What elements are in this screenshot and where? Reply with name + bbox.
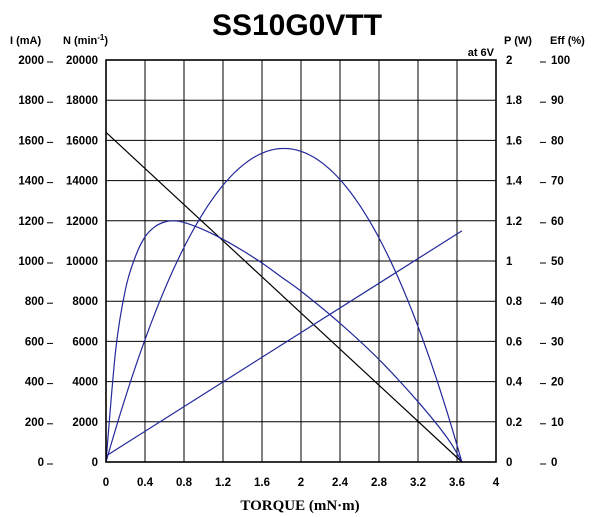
x-tick-label: 1.6 xyxy=(254,477,270,489)
x-tick-label: 0.8 xyxy=(176,477,193,489)
current-tick-label: 2000 xyxy=(18,55,44,67)
speed-tick-label: 14000 xyxy=(66,176,98,188)
current-tick-label: 200 xyxy=(25,417,44,429)
efficiency-tick-label: 20 xyxy=(551,377,564,389)
power-tick-label: 1 xyxy=(506,256,513,268)
efficiency-tick-label: 70 xyxy=(551,176,564,188)
efficiency-tick-label: 90 xyxy=(551,95,564,107)
speed-tick-label: 4000 xyxy=(72,377,98,389)
efficiency-axis-label-text: Eff (%) xyxy=(550,35,585,47)
plot-frame xyxy=(105,59,497,463)
tick-labels: 0 0.4 0.8 1.2 1.6 2 2.4 2.8 3.2 3.6 40200400600800… xyxy=(18,55,570,489)
current-tick-label: 600 xyxy=(25,336,44,348)
current-tick-label: 1800 xyxy=(18,95,44,107)
power-tick-label: 0 xyxy=(506,457,512,469)
x-axis-label: TORQUE (mN·m) xyxy=(240,498,359,514)
x-tick-label: 2.4 xyxy=(332,477,349,489)
speed-tick-label: 20000 xyxy=(66,55,98,67)
current-tick-label: 400 xyxy=(25,377,44,389)
speed-tick-label: 16000 xyxy=(66,135,98,147)
x-tick-label: 2 xyxy=(298,477,304,489)
series-lines xyxy=(105,131,463,463)
power-tick-label: 1.2 xyxy=(506,216,522,228)
voltage-note: at 6V xyxy=(468,47,495,59)
efficiency-series-line xyxy=(105,220,463,463)
speed-tick-label: 2000 xyxy=(72,417,98,429)
efficiency-tick-label: 60 xyxy=(551,216,564,228)
grid xyxy=(106,60,496,462)
efficiency-tick-label: 80 xyxy=(551,135,564,147)
efficiency-axis-label: Eff (%) xyxy=(550,35,585,47)
current-tick-label: 0 xyxy=(38,457,44,469)
x-tick-label: 0.4 xyxy=(137,477,154,489)
speed-tick-label: 6000 xyxy=(72,336,98,348)
efficiency-tick-label: 0 xyxy=(551,457,557,469)
power-tick-label: 0.8 xyxy=(506,296,523,308)
current-tick-label: 1000 xyxy=(18,256,44,268)
power-tick-label: 0.4 xyxy=(506,377,523,389)
current-tick-label: 1400 xyxy=(18,176,44,188)
power-tick-label: 1.8 xyxy=(506,95,523,107)
speed-tick-label: 0 xyxy=(92,457,98,469)
efficiency-tick-label: 40 xyxy=(551,296,564,308)
current-axis-label: I (mA) xyxy=(10,35,42,47)
speed-tick-label: 18000 xyxy=(66,95,98,107)
power-series-line xyxy=(105,147,463,463)
speed-axis-label-superscript: -1 xyxy=(97,33,105,42)
axis-labels: I (mA) N (min-1) P (W) Eff (%) xyxy=(10,33,585,47)
efficiency-tick-label: 30 xyxy=(551,336,564,348)
current-series-line xyxy=(105,230,463,457)
speed-tick-label: 8000 xyxy=(72,296,98,308)
x-tick-label: 2.8 xyxy=(371,477,388,489)
current-tick-label: 1200 xyxy=(18,216,44,228)
x-tick-label: 0 xyxy=(103,477,109,489)
speed-series-line xyxy=(105,131,463,463)
speed-axis-label-text: N (min xyxy=(63,35,98,47)
power-axis-label: P (W) xyxy=(504,35,532,47)
power-tick-label: 0.6 xyxy=(506,336,522,348)
power-tick-label: 2 xyxy=(506,55,512,67)
x-tick-label: 4 xyxy=(493,477,500,489)
current-tick-label: 1600 xyxy=(18,135,44,147)
efficiency-tick-label: 50 xyxy=(551,256,564,268)
power-axis-label-text: P (W) xyxy=(504,35,532,47)
speed-axis-label-end: ) xyxy=(104,35,108,47)
efficiency-tick-label: 100 xyxy=(551,55,570,67)
power-tick-label: 1.6 xyxy=(506,135,522,147)
x-tick-label: 3.2 xyxy=(410,477,426,489)
x-tick-label: 3.6 xyxy=(449,477,465,489)
power-tick-label: 1.4 xyxy=(506,176,523,188)
power-tick-label: 0.2 xyxy=(506,417,522,429)
speed-tick-label: 10000 xyxy=(66,256,98,268)
speed-axis-label: N (min-1) xyxy=(63,33,108,47)
x-tick-label: 1.2 xyxy=(215,477,231,489)
current-axis-label-text: I (mA) xyxy=(10,35,42,47)
chart-title: SS10G0VTT xyxy=(212,9,382,42)
speed-tick-label: 12000 xyxy=(66,216,98,228)
efficiency-tick-label: 10 xyxy=(551,417,564,429)
current-tick-label: 800 xyxy=(25,296,44,308)
